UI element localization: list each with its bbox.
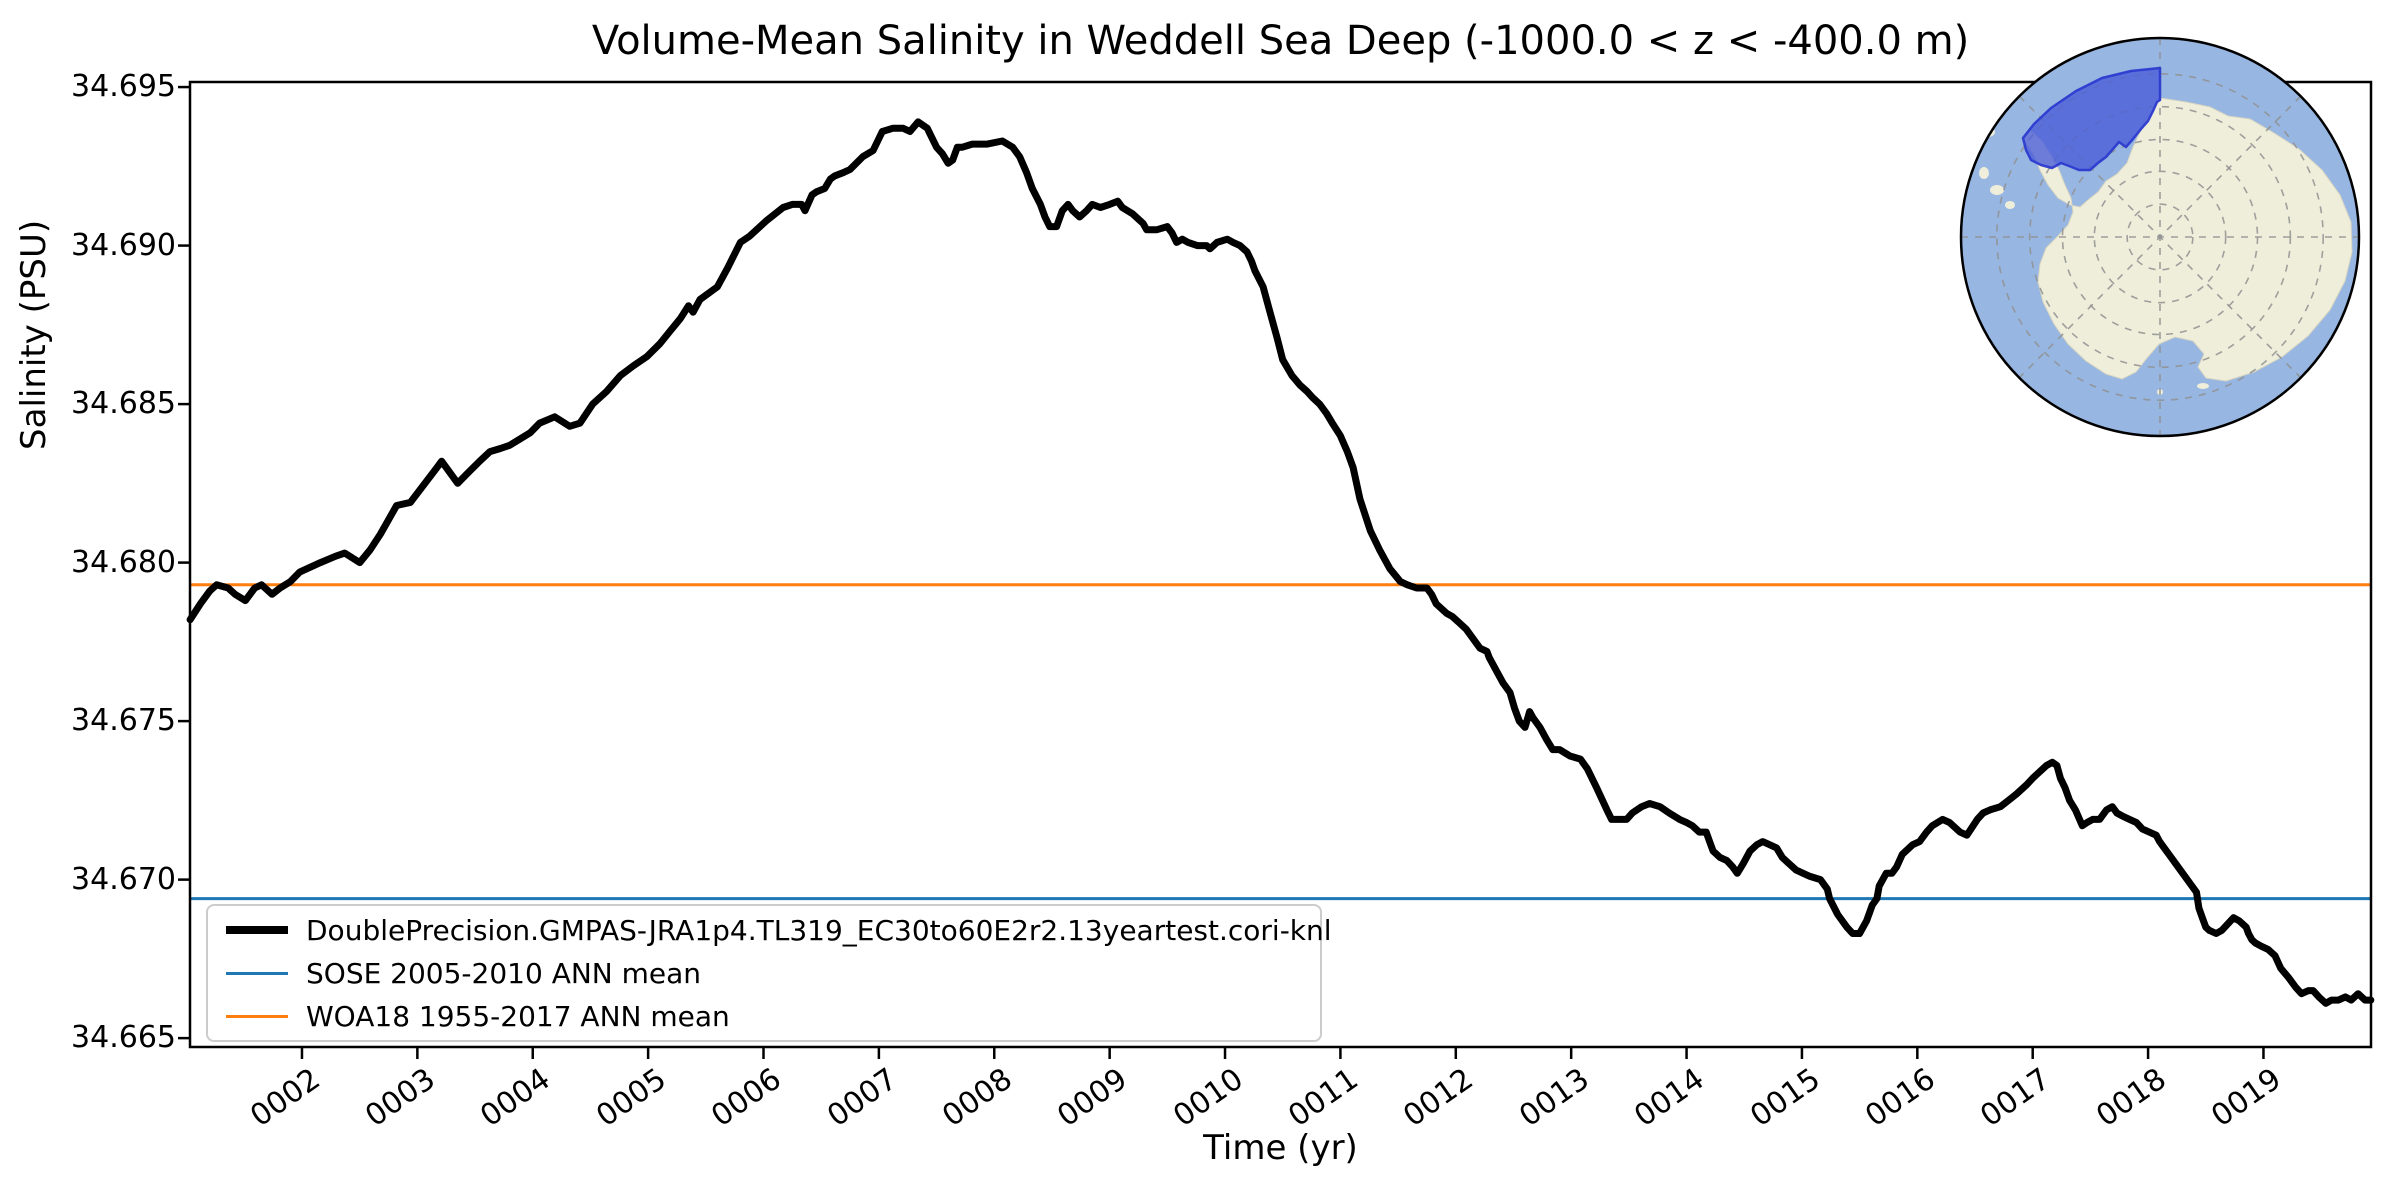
legend-entry-sose: SOSE 2005-2010 ANN mean [208, 952, 1320, 994]
y-tick-label: 34.695 [71, 69, 176, 105]
y-tick-label: 34.675 [71, 703, 176, 739]
y-tick-label: 34.670 [71, 861, 176, 897]
y-tick-label: 34.690 [71, 227, 176, 263]
y-tick-label: 34.680 [71, 544, 176, 580]
legend-line-sample-black [226, 926, 288, 934]
series-line-model [186, 118, 2375, 1007]
x-axis-label: Time (yr) [1203, 1128, 1358, 1168]
legend-label: SOSE 2005-2010 ANN mean [306, 956, 702, 990]
legend: DoublePrecision.GMPAS-JRA1p4.TL319_EC30t… [206, 904, 1332, 1042]
legend-label: DoublePrecision.GMPAS-JRA1p4.TL319_EC30t… [306, 913, 1332, 947]
legend-line-sample-blue [226, 971, 288, 975]
y-tick-label: 34.665 [71, 1020, 176, 1056]
legend-entry-model: DoublePrecision.GMPAS-JRA1p4.TL319_EC30t… [208, 909, 1332, 951]
legend-label: WOA18 1955-2017 ANN mean [306, 999, 730, 1033]
chart-title: Volume-Mean Salinity in Weddell Sea Deep… [591, 18, 1970, 64]
legend-line-sample-orange [226, 1014, 288, 1018]
plot-border [188, 80, 2373, 1049]
y-tick-label: 34.685 [71, 386, 176, 422]
legend-entry-woa18: WOA18 1955-2017 ANN mean [208, 995, 1320, 1037]
